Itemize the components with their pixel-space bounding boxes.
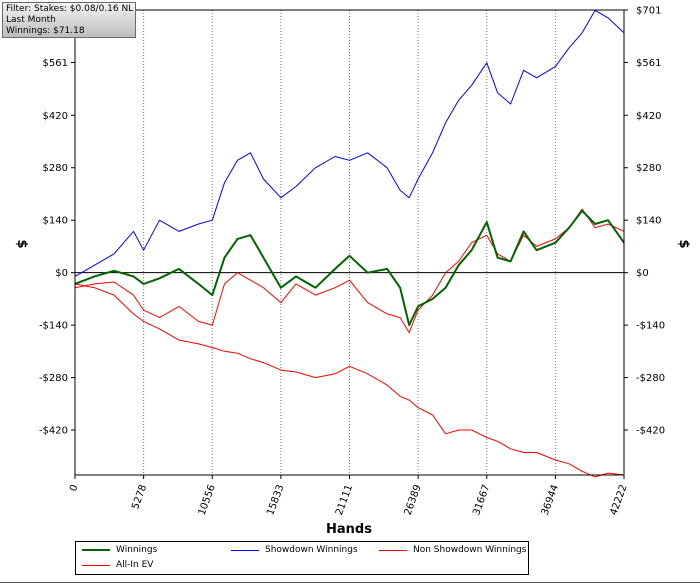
y-tick-label-right: $701	[636, 6, 661, 17]
series-line-non-showdown-winnings	[74, 208, 625, 334]
y-axis-title-left: $	[14, 239, 29, 248]
y-tick-label-right: -$280	[636, 373, 665, 384]
series-line-showdown-winnings	[74, 9, 625, 277]
y-tick-label-left: $561	[43, 58, 68, 69]
y-tick-label-right: $561	[636, 58, 661, 69]
legend-label-non-showdown: Non Showdown Winnings	[413, 545, 527, 555]
filter-summary-box: Filter: Stakes: $0.08/0.16 NL Last Month…	[2, 2, 136, 38]
y-axis-title-right: $	[676, 239, 691, 248]
filter-winnings-text: Winnings: $71.18	[6, 26, 85, 36]
y-axis-right-ticks: -$420 -$280 -$140 $0 $140 $280 $420 $561 $701	[624, 6, 665, 437]
chart-grid	[143, 10, 556, 475]
filter-stakes-text: Filter: Stakes: $0.08/0.16 NL	[6, 4, 134, 14]
y-tick-label-left: $420	[43, 111, 68, 122]
y-tick-label-left: -$280	[39, 373, 68, 384]
legend-item-non-showdown: Non Showdown Winnings	[379, 545, 526, 555]
y-tick-label-right: $140	[636, 216, 661, 227]
x-axis-ticks: 0 5278 10556 15833 21111 26389 31667 36944 42222	[68, 475, 630, 517]
filter-period-text: Last Month	[6, 15, 56, 25]
chart-series	[74, 9, 625, 478]
chart-legend: Winnings Showdown Winnings Non Showdown …	[75, 541, 529, 575]
series-line-winnings	[74, 209, 625, 327]
legend-swatch-winnings	[82, 549, 110, 551]
y-tick-label-left: -$420	[39, 426, 68, 437]
y-tick-label-left: -$140	[39, 321, 68, 332]
y-tick-label-right: $0	[636, 268, 649, 279]
x-tick-label: 21111	[334, 483, 355, 517]
y-tick-label-right: -$420	[636, 426, 665, 437]
series-line-all-in-ev	[74, 283, 625, 478]
y-tick-label-left: $0	[55, 268, 68, 279]
legend-item-allin-ev: All-In EV	[82, 560, 153, 570]
x-tick-label: 10556	[197, 483, 218, 517]
legend-label-allin-ev: All-In EV	[116, 560, 154, 570]
x-tick-label: 15833	[265, 483, 286, 517]
legend-label-winnings: Winnings	[116, 545, 158, 555]
y-axis-left-ticks: -$420-$280-$140$0$140$280$420$561$701	[39, 6, 75, 437]
y-tick-label-right: $280	[636, 163, 661, 174]
y-tick-label-right: $420	[636, 111, 661, 122]
x-tick-label: 31667	[471, 483, 492, 517]
legend-label-showdown: Showdown Winnings	[265, 545, 358, 555]
legend-swatch-showdown	[231, 549, 259, 551]
y-tick-label-right: -$140	[636, 321, 665, 332]
x-tick-label: 26389	[403, 483, 424, 517]
legend-swatch-allin-ev	[82, 564, 110, 566]
y-tick-label-left: $280	[43, 163, 68, 174]
x-tick-label: 5278	[130, 483, 149, 511]
x-axis-title: Hands	[326, 522, 372, 537]
x-tick-label: 42222	[608, 483, 629, 517]
window-bottom-border	[0, 582, 700, 583]
x-tick-label: 36944	[540, 483, 561, 517]
legend-item-showdown: Showdown Winnings	[231, 545, 358, 555]
x-tick-label: 0	[68, 483, 81, 493]
legend-swatch-non-showdown	[379, 549, 407, 551]
y-tick-label-left: $140	[43, 216, 68, 227]
legend-item-winnings: Winnings	[82, 545, 157, 555]
